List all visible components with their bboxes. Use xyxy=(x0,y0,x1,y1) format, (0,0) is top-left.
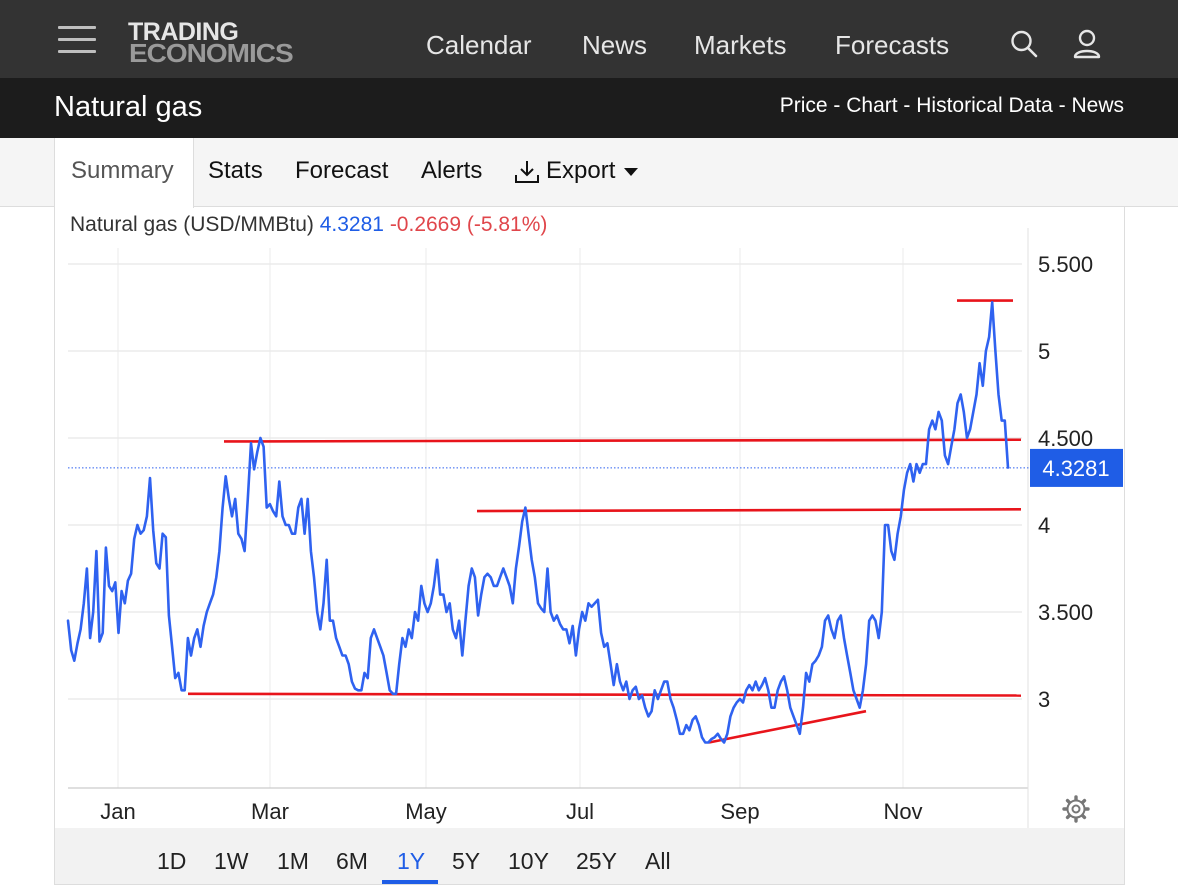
search-icon[interactable] xyxy=(1010,29,1038,59)
chart-grid xyxy=(68,228,1030,828)
series-line xyxy=(66,300,1010,744)
range-button-1m[interactable]: 1M xyxy=(277,848,309,874)
price-change: -0.2669 (-5.81%) xyxy=(389,213,548,236)
y-tick-label: 5.500 xyxy=(1038,252,1093,277)
range-button-25y[interactable]: 25Y xyxy=(576,848,617,874)
menu-icon[interactable] xyxy=(58,26,96,54)
y-tick-label: 5 xyxy=(1038,339,1050,364)
subnav-separator: - xyxy=(897,94,917,117)
tab-summary[interactable]: Summary xyxy=(71,157,174,184)
subnav-price[interactable]: Price xyxy=(779,94,828,117)
subnav-separator: - xyxy=(1052,94,1072,117)
x-tick-label: Mar xyxy=(251,799,289,824)
tab-stats[interactable]: Stats xyxy=(208,157,263,184)
caret-down-icon[interactable] xyxy=(624,168,638,176)
top-navbar: TRADING ECONOMICS Calendar News Markets … xyxy=(0,0,1178,78)
x-tick-label: Jul xyxy=(566,799,594,824)
trading-economics-logo[interactable]: TRADING ECONOMICS xyxy=(128,18,294,68)
range-button-10y[interactable]: 10Y xyxy=(508,848,549,874)
axis-labels: 3 3.500 4 4.500 5 5.500 Jan Mar May Jul Sep Nov 4.32… xyxy=(100,252,1123,824)
title-bar: Natural gas Price - Chart - Historical D… xyxy=(0,78,1178,138)
trendline xyxy=(708,709,867,744)
price-tag xyxy=(1030,448,1123,487)
range-button-1y[interactable]: 1Y xyxy=(397,848,426,874)
series-layer xyxy=(66,300,1010,744)
y-tick-label: 4.500 xyxy=(1038,426,1093,451)
chart-container xyxy=(54,207,1125,885)
x-tick-label: May xyxy=(405,799,447,824)
subnav-chart[interactable]: Chart xyxy=(846,94,898,117)
subnav-separator: - xyxy=(827,94,847,117)
range-button-5y[interactable]: 5Y xyxy=(452,848,481,874)
range-button-1w[interactable]: 1W xyxy=(214,848,249,874)
chart-header: Natural gas (USD/MMBtu) 4.3281 -0.2669 (… xyxy=(70,212,547,238)
nav-forecasts[interactable]: Forecasts xyxy=(835,30,950,60)
y-tick-label: 4 xyxy=(1038,513,1050,538)
subnav-historical-data[interactable]: Historical Data xyxy=(916,94,1053,117)
x-tick-label: Nov xyxy=(883,799,922,824)
y-tick-label: 3.500 xyxy=(1038,600,1093,625)
range-button-all[interactable]: All xyxy=(645,848,671,874)
y-tick-label: 3 xyxy=(1038,687,1050,712)
active-tab-background xyxy=(54,138,194,208)
tab-alerts[interactable]: Alerts xyxy=(421,157,483,184)
nav-markets[interactable]: Markets xyxy=(694,30,787,60)
nav-news[interactable]: News xyxy=(582,30,648,60)
tab-export[interactable]: Export xyxy=(546,157,616,184)
trendline xyxy=(187,692,1022,697)
nav-calendar[interactable]: Calendar xyxy=(426,30,532,60)
x-tick-label: Jan xyxy=(100,799,135,824)
tab-forecast[interactable]: Forecast xyxy=(295,157,389,184)
price-tag-label: 4.3281 xyxy=(1042,456,1109,481)
range-button-6m[interactable]: 6M xyxy=(336,848,368,874)
range-selector: 1D 1W 1M 6M 1Y 5Y 10Y 25Y All xyxy=(55,828,1124,884)
download-icon[interactable] xyxy=(514,159,540,185)
trendlines xyxy=(187,299,1022,744)
trendline xyxy=(476,508,1022,513)
user-icon[interactable] xyxy=(1073,29,1101,59)
settings-icon[interactable] xyxy=(1062,795,1090,823)
range-button-1d[interactable]: 1D xyxy=(157,848,187,874)
x-tick-label: Sep xyxy=(720,799,759,824)
instrument-name: Natural gas (USD/MMBtu) xyxy=(70,213,314,236)
page-title: Natural gas xyxy=(54,91,203,123)
subnav-news[interactable]: News xyxy=(1071,94,1124,117)
active-range-underline xyxy=(382,880,438,884)
trendline xyxy=(223,438,1022,443)
current-price: 4.3281 xyxy=(319,213,384,236)
sub-nav: Price - Chart - Historical Data - News xyxy=(780,94,1124,118)
tabs-bar: Summary Stats Forecast Alerts Export xyxy=(0,138,1178,208)
